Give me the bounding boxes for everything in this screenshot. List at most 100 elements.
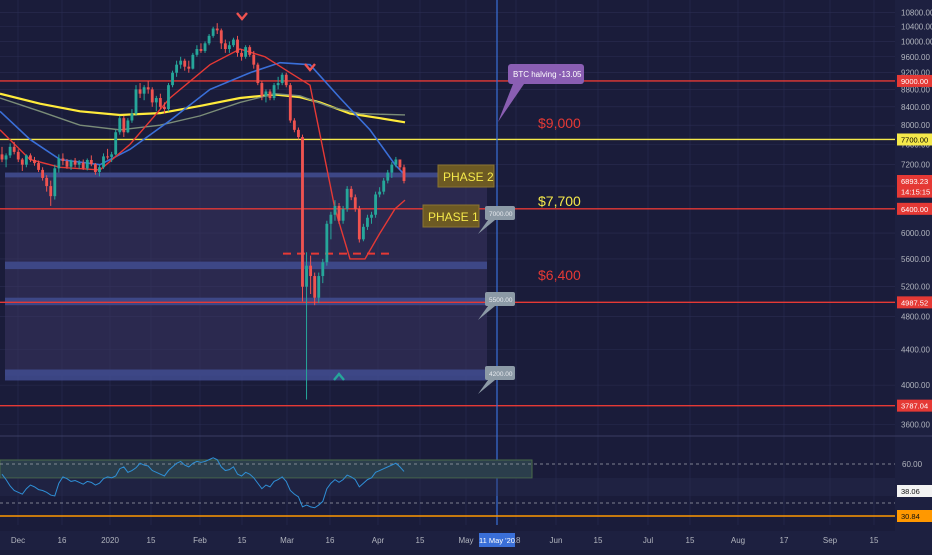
candle-body	[45, 177, 49, 187]
candle-body	[305, 265, 308, 287]
candle-body	[333, 205, 337, 215]
zone-callout-pointer	[478, 220, 495, 234]
candle-body	[89, 160, 93, 165]
x-tick-label: May	[458, 536, 473, 545]
candle	[284, 72, 288, 88]
zone-callout-text: 4200.00	[489, 371, 513, 378]
candle	[292, 118, 296, 133]
zone-callout-7000: 7000.00	[478, 206, 515, 234]
candle	[8, 143, 12, 158]
candle-body	[0, 154, 4, 160]
candle-body	[102, 156, 105, 168]
candle-body	[378, 191, 382, 195]
candle-body	[329, 214, 333, 224]
y-tick-label: 10800.00	[901, 9, 932, 18]
level-label: $7,700	[538, 193, 581, 209]
candle-body	[114, 132, 118, 155]
price-label-box	[897, 74, 932, 87]
x-tick-label: Jun	[550, 536, 563, 545]
candle	[252, 50, 256, 69]
candle	[256, 62, 260, 86]
price-label-box	[897, 202, 932, 215]
candle	[102, 153, 105, 169]
candle-body	[12, 146, 16, 152]
y-tick-label: 9200.00	[901, 69, 930, 78]
candle-body	[317, 276, 321, 298]
candle-body	[171, 72, 174, 86]
candle	[158, 93, 162, 110]
candle	[24, 154, 28, 168]
candle	[171, 70, 174, 88]
candle-body	[382, 180, 386, 192]
candle-body	[297, 129, 300, 138]
candle-body	[370, 214, 373, 218]
candle	[390, 162, 394, 178]
candle-body	[187, 66, 191, 69]
price-label-text: 6893.23	[901, 177, 928, 186]
support-zone-band	[5, 297, 487, 306]
y-tick-label: 5600.00	[901, 255, 930, 264]
candle	[167, 83, 170, 112]
candle	[12, 141, 16, 155]
x-tick-label: 18	[512, 536, 521, 545]
candle-body	[158, 98, 162, 107]
x-axis: Dec 16 2020 15 Feb 15 Mar 16 Apr 15 May 18 Jun 15 Jul 1…	[11, 533, 879, 547]
candle	[37, 160, 40, 173]
y-tick-label: 5200.00	[901, 283, 930, 292]
ma-100-line	[0, 92, 406, 131]
rsi-value-text: 38.06	[901, 487, 920, 496]
ma-200-line	[0, 92, 406, 124]
candles	[0, 23, 406, 400]
candle-body	[386, 172, 390, 181]
candle	[337, 203, 341, 224]
candle	[154, 95, 158, 112]
price-label-box	[897, 296, 932, 309]
x-tick-label: Dec	[11, 536, 25, 545]
candle-body	[118, 118, 122, 133]
candle	[329, 211, 333, 240]
candle-body	[394, 159, 398, 165]
candle-body	[8, 146, 12, 156]
price-label-box	[897, 175, 932, 188]
candle	[130, 109, 134, 123]
candle	[301, 134, 304, 302]
candle-body	[183, 60, 187, 67]
candle	[57, 154, 61, 173]
candle	[378, 187, 382, 198]
candle	[236, 35, 239, 57]
candle	[175, 60, 179, 77]
candle-body	[77, 162, 81, 165]
candle	[41, 167, 45, 181]
y-tick-label: 8800.00	[901, 85, 930, 94]
x-tick-label: 2020	[101, 536, 119, 545]
halving-date-label: 11 May '20	[479, 536, 515, 545]
candle	[223, 39, 227, 53]
candle-body	[280, 74, 284, 84]
y-tick-label: 10400.00	[901, 23, 932, 32]
price-label-text: 6400.00	[901, 205, 928, 214]
candle-body	[126, 120, 130, 133]
candle-body	[288, 85, 292, 121]
candle	[93, 163, 97, 175]
candle	[183, 58, 187, 71]
candle-body	[16, 151, 20, 160]
rsi-value-text: 30.84	[901, 512, 920, 521]
candle-body	[69, 160, 73, 167]
candle-body	[252, 54, 256, 65]
candle-body	[374, 194, 377, 215]
candle-body	[49, 186, 53, 197]
candle-body	[29, 155, 32, 161]
candle-body	[65, 161, 69, 167]
candle	[361, 223, 365, 242]
candle-body	[20, 159, 24, 165]
candle-body	[207, 35, 211, 44]
zone-callout-text: 7000.00	[489, 211, 513, 218]
candle-body	[244, 47, 248, 57]
rsi-value-box	[897, 485, 932, 497]
candle-body	[150, 89, 154, 103]
candle	[345, 186, 349, 212]
candle-body	[33, 160, 36, 164]
candle	[232, 37, 235, 48]
candle	[240, 49, 243, 61]
